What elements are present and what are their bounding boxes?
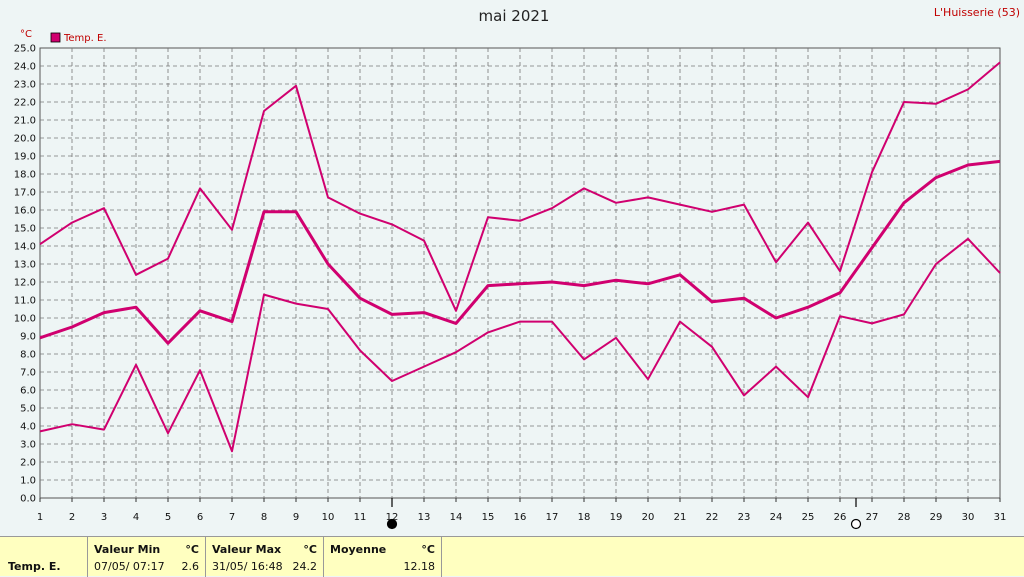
y-tick-label: 15.0 xyxy=(14,224,36,235)
y-tick-label: 25.0 xyxy=(14,44,36,55)
min-value: 2.6 xyxy=(181,560,200,573)
y-tick-label: 8.0 xyxy=(20,350,36,361)
summary-max-cell: Valeur Max °C 31/05/ 16:48 24.2 xyxy=(206,537,324,577)
mean-value: 12.18 xyxy=(403,560,436,573)
y-tick-label: 9.0 xyxy=(20,332,36,343)
x-tick-label: 2 xyxy=(69,512,75,523)
x-tick-label: 25 xyxy=(802,512,815,523)
y-tick-label: 21.0 xyxy=(14,116,36,127)
x-tick-label: 13 xyxy=(418,512,431,523)
legend-swatch xyxy=(50,32,61,43)
max-value: 24.2 xyxy=(292,560,318,573)
x-tick-label: 16 xyxy=(514,512,527,523)
y-tick-label: 23.0 xyxy=(14,80,36,91)
x-tick-label: 30 xyxy=(962,512,975,523)
y-tick-label: 14.0 xyxy=(14,242,36,253)
x-tick-label: 1 xyxy=(37,512,43,523)
y-tick-label: 11.0 xyxy=(14,296,36,307)
x-tick-label: 15 xyxy=(482,512,495,523)
x-tick-label: 12 xyxy=(386,512,399,523)
mean-unit: °C xyxy=(421,543,435,556)
y-tick-label: 4.0 xyxy=(20,422,36,433)
y-tick-label: 17.0 xyxy=(14,188,36,199)
y-tick-label: 22.0 xyxy=(14,98,36,109)
x-tick-label: 19 xyxy=(610,512,623,523)
x-tick-label: 24 xyxy=(770,512,783,523)
summary-row-label: Temp. E. xyxy=(8,560,61,573)
min-unit: °C xyxy=(185,543,199,556)
x-tick-label: 4 xyxy=(133,512,139,523)
x-tick-label: 29 xyxy=(930,512,943,523)
y-tick-label: 2.0 xyxy=(20,458,36,469)
y-tick-label: 18.0 xyxy=(14,170,36,181)
y-tick-label: 24.0 xyxy=(14,62,36,73)
x-tick-label: 23 xyxy=(738,512,751,523)
chart-title: mai 2021 xyxy=(479,7,550,25)
x-tick-label: 14 xyxy=(450,512,463,523)
summary-panel: Temp. E. Valeur Min °C 07/05/ 07:17 2.6 … xyxy=(0,536,1024,577)
y-tick-label: 12.0 xyxy=(14,278,36,289)
series-line-max xyxy=(39,61,1001,312)
y-tick-label: 6.0 xyxy=(20,386,36,397)
x-tick-label: 3 xyxy=(101,512,107,523)
y-tick-label: 13.0 xyxy=(14,260,36,271)
y-tick-label: 5.0 xyxy=(20,404,36,415)
mean-header: Moyenne xyxy=(330,543,387,556)
max-datetime: 31/05/ 16:48 xyxy=(212,560,283,573)
series-line-min xyxy=(39,237,1001,453)
max-header: Valeur Max xyxy=(212,543,282,556)
y-tick-label: 10.0 xyxy=(14,314,36,325)
y-tick-label: 20.0 xyxy=(14,134,36,145)
temperature-chart: mai 2021 L'Huisserie (53) °C Temp. E. 0.… xyxy=(14,6,1020,530)
x-tick-label: 8 xyxy=(261,512,267,523)
x-tick-label: 9 xyxy=(293,512,299,523)
x-tick-label: 22 xyxy=(706,512,719,523)
y-tick-label: 7.0 xyxy=(20,368,36,379)
x-tick-label: 6 xyxy=(197,512,203,523)
summary-mean-cell: Moyenne °C 12.18 xyxy=(324,537,442,577)
y-tick-label: 1.0 xyxy=(20,476,36,487)
y-unit-label: °C xyxy=(20,29,32,40)
x-tick-label: 26 xyxy=(834,512,847,523)
x-tick-label: 18 xyxy=(578,512,591,523)
x-tick-label: 5 xyxy=(165,512,171,523)
y-tick-label: 19.0 xyxy=(14,152,36,163)
x-tick-label: 17 xyxy=(546,512,559,523)
max-unit: °C xyxy=(303,543,317,556)
min-datetime: 07/05/ 07:17 xyxy=(94,560,165,573)
summary-row-label-cell: Temp. E. xyxy=(0,537,88,577)
legend-label: Temp. E. xyxy=(63,33,107,44)
x-tick-label: 10 xyxy=(322,512,335,523)
x-tick-label: 7 xyxy=(229,512,235,523)
y-tick-label: 16.0 xyxy=(14,206,36,217)
x-tick-label: 11 xyxy=(354,512,367,523)
summary-min-cell: Valeur Min °C 07/05/ 07:17 2.6 xyxy=(88,537,206,577)
x-tick-label: 20 xyxy=(642,512,655,523)
full-moon-icon xyxy=(850,518,862,530)
x-tick-label: 27 xyxy=(866,512,879,523)
min-header: Valeur Min xyxy=(94,543,161,556)
y-tick-label: 0.0 xyxy=(20,494,36,505)
new-moon-icon xyxy=(386,518,398,530)
x-tick-label: 31 xyxy=(994,512,1007,523)
series-line-mean xyxy=(39,159,1001,345)
x-tick-label: 21 xyxy=(674,512,687,523)
y-tick-label: 3.0 xyxy=(20,440,36,451)
station-name: L'Huisserie (53) xyxy=(934,6,1020,19)
x-tick-label: 28 xyxy=(898,512,911,523)
